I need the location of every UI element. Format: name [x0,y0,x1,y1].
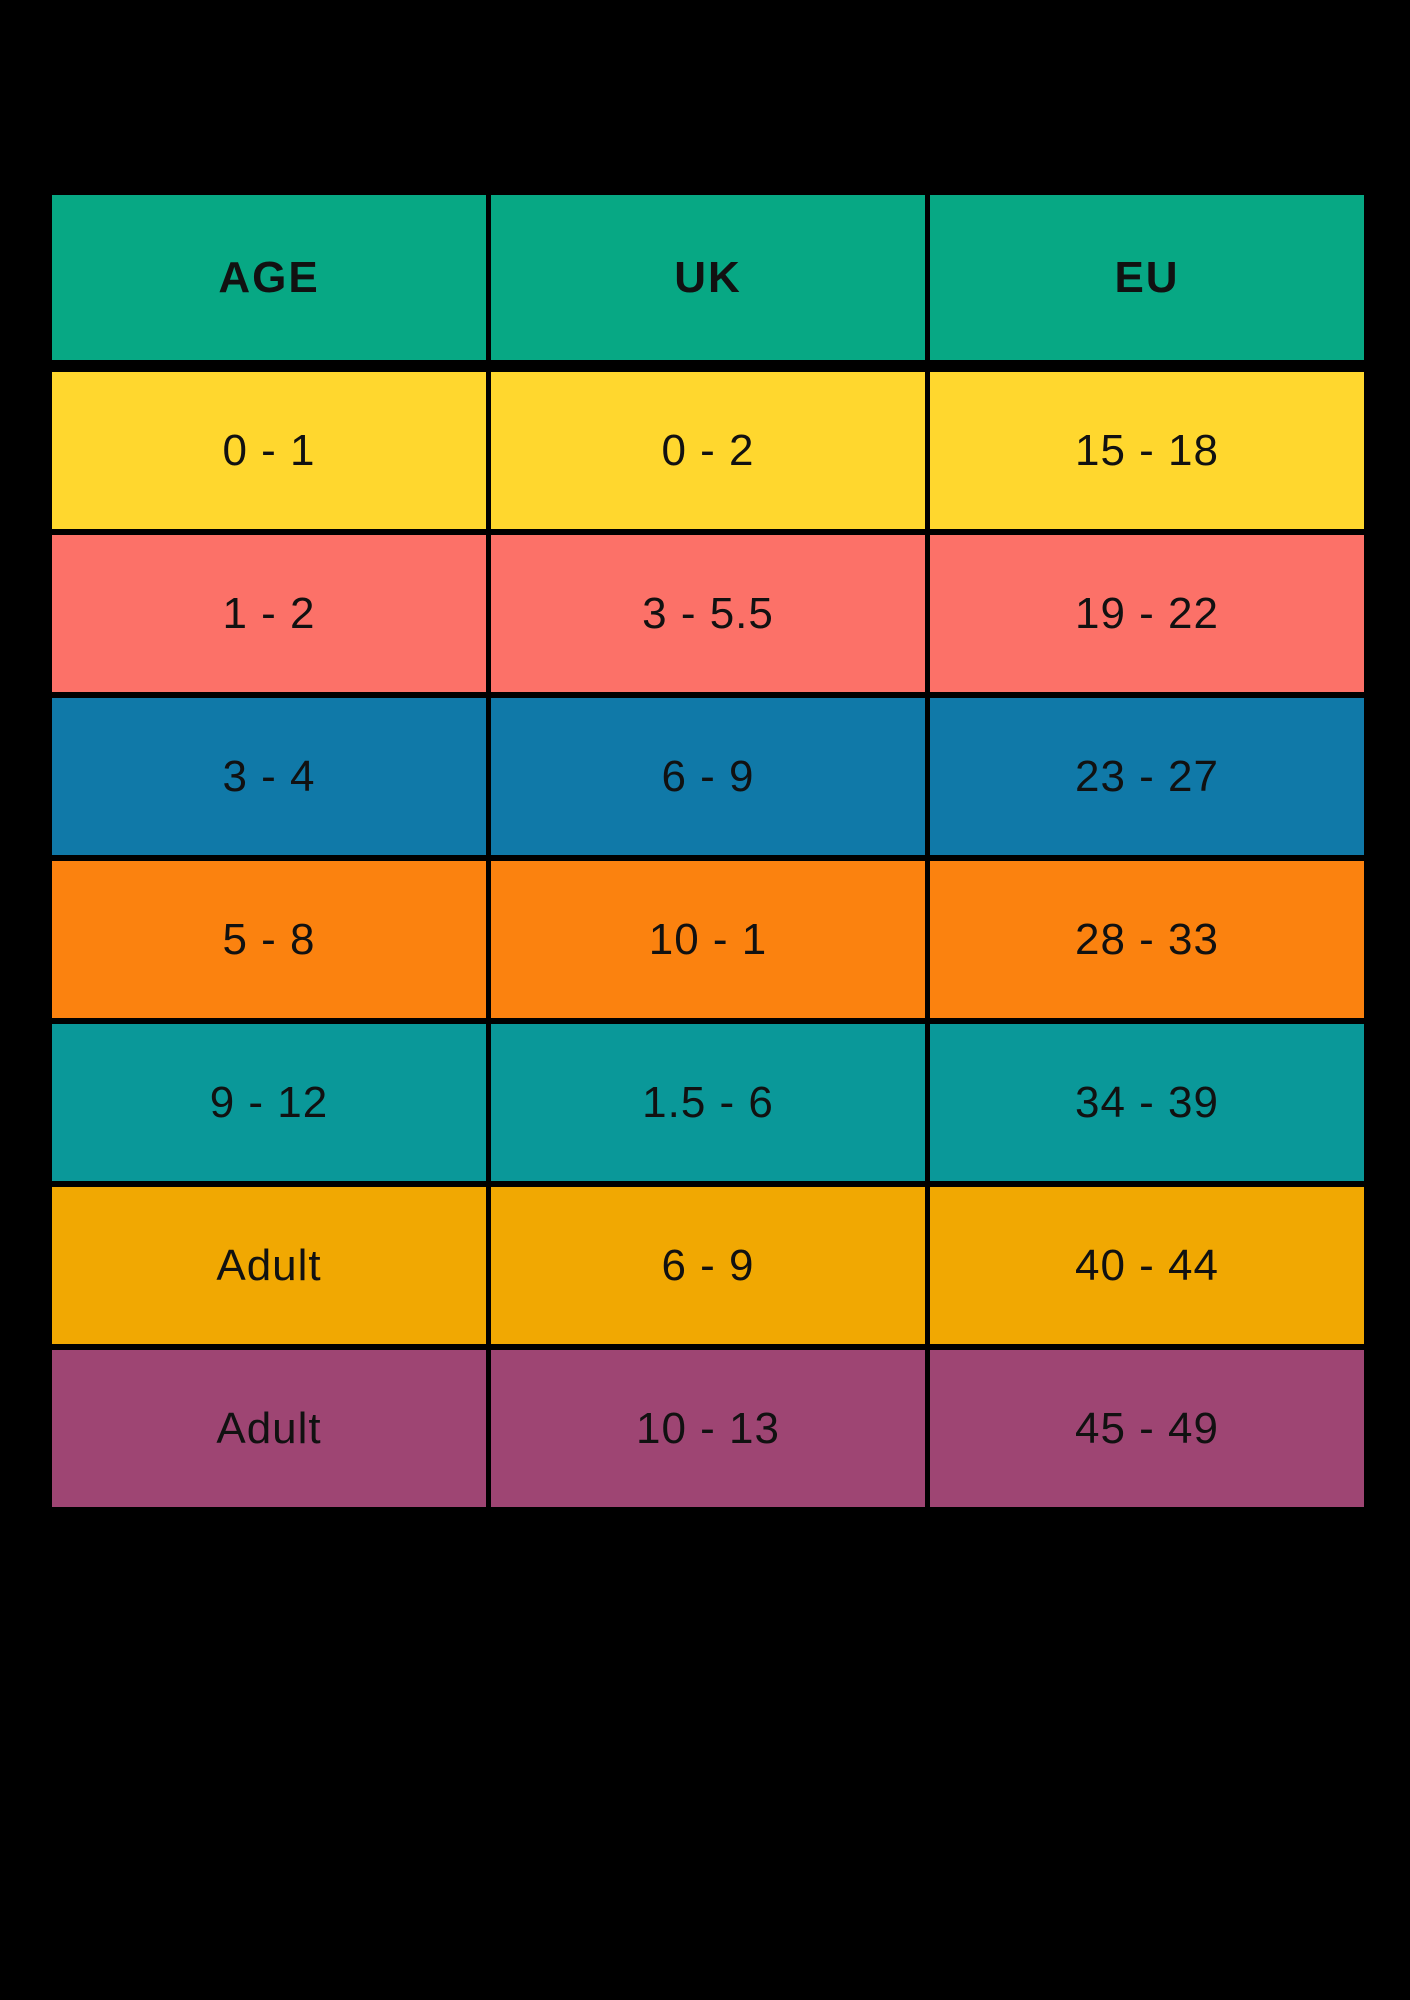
table-cell-eu: 15 - 18 [930,372,1364,529]
header-cell-eu: EU [930,195,1364,360]
table-cell-age: 1 - 2 [52,535,486,692]
table-body: 0 - 1 0 - 2 15 - 18 1 - 2 3 - 5.5 19 - 2… [52,372,1364,1507]
table-cell-eu: 23 - 27 [930,698,1364,855]
table-cell-eu: 40 - 44 [930,1187,1364,1344]
table-header-row: AGE UK EU [52,195,1364,360]
table-cell-age: 0 - 1 [52,372,486,529]
table-cell-eu: 45 - 49 [930,1350,1364,1507]
table-cell-uk: 0 - 2 [491,372,925,529]
table-cell-uk: 6 - 9 [491,1187,925,1344]
table-cell-age: 3 - 4 [52,698,486,855]
table-cell-age: 5 - 8 [52,861,486,1018]
table-cell-age: Adult [52,1187,486,1344]
table-cell-eu: 34 - 39 [930,1024,1364,1181]
table-cell-age: Adult [52,1350,486,1507]
table-cell-uk: 3 - 5.5 [491,535,925,692]
table-cell-uk: 10 - 13 [491,1350,925,1507]
table-cell-eu: 19 - 22 [930,535,1364,692]
table-cell-eu: 28 - 33 [930,861,1364,1018]
header-cell-uk: UK [491,195,925,360]
size-chart-table: AGE UK EU 0 - 1 0 - 2 15 - 18 1 - 2 3 - … [52,195,1364,1507]
table-cell-uk: 6 - 9 [491,698,925,855]
table-cell-uk: 1.5 - 6 [491,1024,925,1181]
table-cell-age: 9 - 12 [52,1024,486,1181]
header-cell-age: AGE [52,195,486,360]
table-cell-uk: 10 - 1 [491,861,925,1018]
